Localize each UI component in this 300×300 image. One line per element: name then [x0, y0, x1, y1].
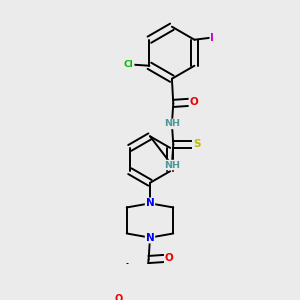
Text: N: N [146, 198, 154, 208]
Text: NH: NH [164, 160, 180, 169]
Text: I: I [210, 32, 214, 43]
Text: O: O [165, 253, 173, 263]
Text: NH: NH [164, 119, 180, 128]
Text: N: N [146, 232, 154, 243]
Text: O: O [115, 293, 123, 300]
Text: S: S [193, 140, 200, 149]
Text: O: O [189, 97, 198, 107]
Text: Cl: Cl [124, 60, 134, 69]
